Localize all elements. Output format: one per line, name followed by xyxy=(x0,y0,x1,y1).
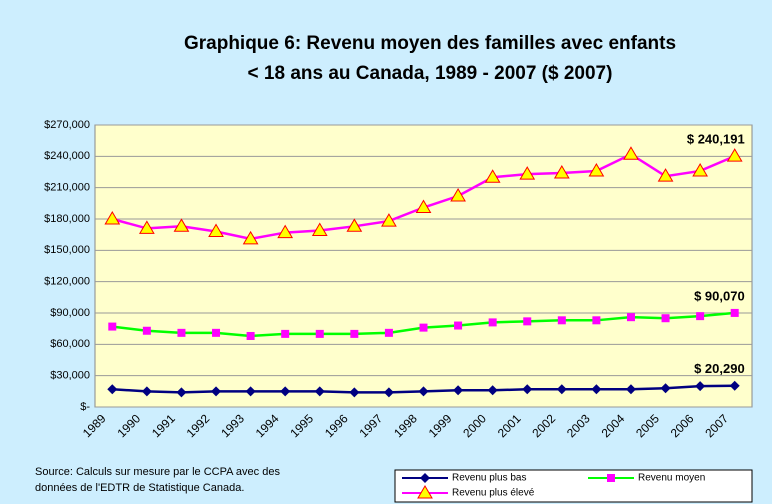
marker xyxy=(484,169,501,183)
plot-area xyxy=(94,124,753,408)
y-tick-label: $210,000 xyxy=(44,182,90,194)
marker xyxy=(281,329,290,338)
marker xyxy=(556,384,567,395)
marker xyxy=(315,329,324,338)
y-tick-label: $90,000 xyxy=(50,307,90,319)
marker xyxy=(626,313,635,322)
marker xyxy=(277,224,294,239)
marker xyxy=(381,213,397,227)
marker xyxy=(142,326,151,335)
data-label: $ 240,191 xyxy=(687,132,745,147)
marker xyxy=(729,380,740,391)
marker xyxy=(557,316,566,325)
legend xyxy=(394,469,753,503)
marker xyxy=(488,318,497,327)
marker xyxy=(553,165,570,179)
marker xyxy=(311,222,328,236)
marker xyxy=(453,385,464,396)
marker xyxy=(418,386,429,397)
marker xyxy=(141,386,152,397)
marker xyxy=(523,317,532,326)
marker xyxy=(176,387,187,398)
chart-title: < 18 ans au Canada, 1989 - 2007 ($ 2007) xyxy=(248,63,613,84)
marker xyxy=(419,323,428,332)
marker xyxy=(415,199,432,214)
y-tick-label: $270,000 xyxy=(44,119,90,131)
y-tick-label: $60,000 xyxy=(50,338,90,350)
marker xyxy=(454,321,463,330)
marker xyxy=(346,218,363,232)
marker xyxy=(246,331,255,340)
legend-label: Revenu plus élevé xyxy=(452,488,535,499)
y-tick-label: $120,000 xyxy=(44,276,90,288)
marker xyxy=(450,188,466,202)
marker xyxy=(726,148,743,162)
y-tick-label: $150,000 xyxy=(44,244,90,256)
marker xyxy=(695,381,706,392)
marker xyxy=(208,223,224,238)
marker xyxy=(350,329,359,338)
chart-title: Graphique 6: Revenu moyen des familles a… xyxy=(184,33,676,54)
marker xyxy=(730,308,739,317)
data-label: $ 20,290 xyxy=(694,361,745,376)
marker xyxy=(138,220,155,234)
marker xyxy=(108,322,117,331)
marker xyxy=(417,485,433,499)
marker xyxy=(692,162,709,177)
marker xyxy=(280,386,291,397)
marker xyxy=(487,385,498,396)
marker xyxy=(383,387,394,398)
marker xyxy=(212,328,221,337)
y-tick-label: $180,000 xyxy=(44,213,90,225)
marker xyxy=(657,168,674,182)
marker xyxy=(623,146,639,160)
marker xyxy=(384,328,393,337)
y-tick-label: $- xyxy=(80,401,90,413)
marker xyxy=(314,386,325,397)
marker xyxy=(592,316,601,325)
source: Source: Calculs sur mesure par le CCPA a… xyxy=(35,466,280,478)
data-label: $ 90,070 xyxy=(694,288,745,303)
marker xyxy=(104,211,121,225)
marker xyxy=(591,384,602,395)
marker xyxy=(588,162,605,177)
marker xyxy=(420,473,430,483)
marker xyxy=(522,384,533,395)
legend-label: Revenu moyen xyxy=(638,473,705,484)
y-tick-label: $30,000 xyxy=(50,370,90,382)
marker xyxy=(173,218,190,232)
legend-label: Revenu plus bas xyxy=(452,473,527,484)
marker xyxy=(625,384,636,395)
marker xyxy=(242,230,259,245)
marker xyxy=(519,166,536,180)
marker xyxy=(349,387,360,398)
marker xyxy=(661,314,670,323)
marker xyxy=(696,312,705,321)
marker xyxy=(607,474,615,482)
marker xyxy=(211,386,222,397)
y-tick-label: $240,000 xyxy=(44,150,90,162)
marker xyxy=(245,386,256,397)
marker xyxy=(107,384,118,395)
source: données de l'EDTR de Statistique Canada. xyxy=(35,482,244,494)
marker xyxy=(177,328,186,337)
marker xyxy=(660,383,671,394)
